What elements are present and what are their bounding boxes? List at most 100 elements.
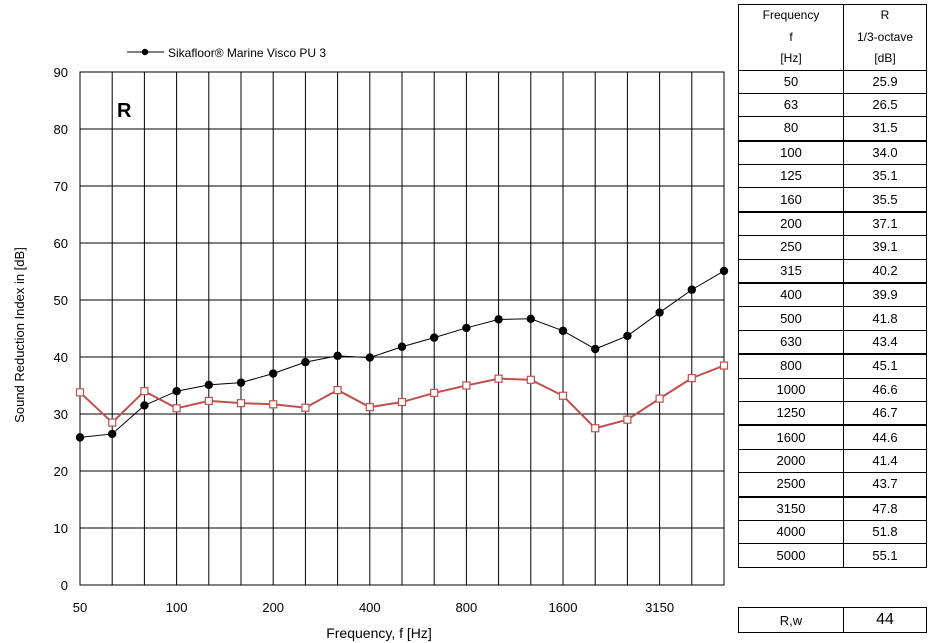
table-header-row: Frequency R <box>738 4 927 27</box>
table-row: 2500 43.7 <box>738 472 927 498</box>
data-point <box>75 388 85 397</box>
data-point <box>172 404 181 413</box>
legend-marker <box>141 48 149 56</box>
frequency-cell: 1000 <box>738 377 844 402</box>
data-point <box>591 344 600 354</box>
data-point <box>108 429 117 439</box>
data-point <box>623 331 632 341</box>
data-point <box>430 333 439 342</box>
data-point <box>204 380 213 390</box>
table-row: 630 43.4 <box>738 329 927 356</box>
data-point <box>365 353 374 362</box>
table-row: 5000 55.1 <box>738 543 927 568</box>
r-value-cell: 43.7 <box>843 472 927 498</box>
data-point <box>108 418 117 427</box>
r-value-cell: 26.5 <box>843 92 927 118</box>
y-tick-label: 10 <box>54 521 68 536</box>
data-point <box>397 342 407 351</box>
frequency-cell: 200 <box>738 211 844 237</box>
frequency-cell: 630 <box>738 329 844 356</box>
r-value-cell: 55.1 <box>843 543 927 568</box>
legend-label: Sikafloor® Marine Visco PU 3 <box>168 46 326 60</box>
data-point <box>462 323 471 333</box>
data-point <box>75 433 85 442</box>
header-f: f <box>738 26 844 48</box>
y-axis-title: Sound Reduction Index in [dB] <box>12 247 27 423</box>
y-tick-label: 50 <box>54 293 68 308</box>
frequency-cell: 2000 <box>738 448 844 474</box>
frequency-cell: 160 <box>738 187 844 213</box>
data-point <box>526 375 535 384</box>
x-tick-label: 3150 <box>645 600 674 615</box>
y-tick-label: 90 <box>54 65 68 80</box>
r-value-cell: 41.8 <box>843 306 927 331</box>
table-row: 800 45.1 <box>738 353 927 379</box>
frequency-cell: 2500 <box>738 472 844 498</box>
r-value-cell: 39.9 <box>843 282 927 308</box>
x-tick-label: 400 <box>359 600 381 615</box>
series-layer <box>75 266 729 442</box>
header-r: R <box>843 4 927 27</box>
header-octave: 1/3-octave <box>843 26 927 48</box>
header-frequency: Frequency <box>738 4 844 27</box>
frequency-cell: 100 <box>738 140 844 166</box>
x-tick-label: 200 <box>262 600 284 615</box>
corner-label: R <box>117 100 132 122</box>
frequency-cell: 50 <box>738 69 844 94</box>
data-point <box>430 388 439 398</box>
data-point <box>494 374 503 383</box>
data-point <box>236 399 246 408</box>
table-row: 125 35.1 <box>738 164 927 189</box>
data-point <box>269 369 278 378</box>
r-value-cell: 35.1 <box>843 164 927 189</box>
data-point <box>655 394 664 403</box>
r-value-cell: 25.9 <box>843 69 927 94</box>
frequency-cell: 1250 <box>738 400 844 427</box>
rw-row: R,w 44 <box>738 607 927 633</box>
r-value-cell: 41.4 <box>843 448 927 474</box>
table-row: 63 26.5 <box>738 92 927 118</box>
data-point <box>397 397 407 407</box>
r-value-cell: 34.0 <box>843 140 927 166</box>
frequency-cell: 63 <box>738 92 844 118</box>
data-point <box>719 361 729 370</box>
axes: 0 10 20 30 40 50 60 70 80 90 50 100 200 400 800 1600 315… <box>54 65 725 615</box>
data-point <box>558 391 568 400</box>
r-value-cell: 31.5 <box>843 116 927 142</box>
frequency-cell: 315 <box>738 258 844 285</box>
r-value-cell: 35.5 <box>843 187 927 213</box>
y-tick-label: 20 <box>54 464 68 479</box>
header-hz-unit: [Hz] <box>738 48 844 71</box>
data-table: Frequency R f 1/3-octave [Hz] [dB] 50 25.… <box>738 4 927 568</box>
data-point <box>526 314 535 324</box>
frequency-cell: 5000 <box>738 543 844 568</box>
table-row: 200 37.1 <box>738 211 927 237</box>
frequency-cell: 125 <box>738 164 844 189</box>
r-value-cell: 47.8 <box>843 496 927 521</box>
r-value-cell: 46.7 <box>843 400 927 427</box>
table-row: 50 25.9 <box>738 69 927 94</box>
r-value-cell: 46.6 <box>843 377 927 402</box>
x-tick-label: 50 <box>73 600 87 615</box>
data-point <box>623 415 632 424</box>
data-point <box>172 387 181 396</box>
data-point <box>462 381 471 390</box>
table-row: 315 40.2 <box>738 258 927 285</box>
y-tick-label: 70 <box>54 179 68 194</box>
x-tick-label: 100 <box>166 600 188 615</box>
rw-label: R,w <box>738 607 844 633</box>
y-tick-label: 40 <box>54 350 68 365</box>
data-point <box>365 403 374 412</box>
table-row: 2000 41.4 <box>738 448 927 474</box>
chart: 0 10 20 30 40 50 60 70 80 90 50 100 200 400 800 1600 315… <box>12 46 729 641</box>
data-point <box>204 396 213 405</box>
data-point <box>655 308 664 317</box>
data-point <box>719 266 729 276</box>
data-point <box>687 285 696 294</box>
frequency-cell: 1600 <box>738 424 844 450</box>
data-point <box>333 351 342 361</box>
data-point <box>333 385 342 395</box>
x-axis-title: Frequency, f [Hz] <box>326 625 432 641</box>
frequency-cell: 3150 <box>738 496 844 521</box>
plot-frame <box>79 71 725 586</box>
